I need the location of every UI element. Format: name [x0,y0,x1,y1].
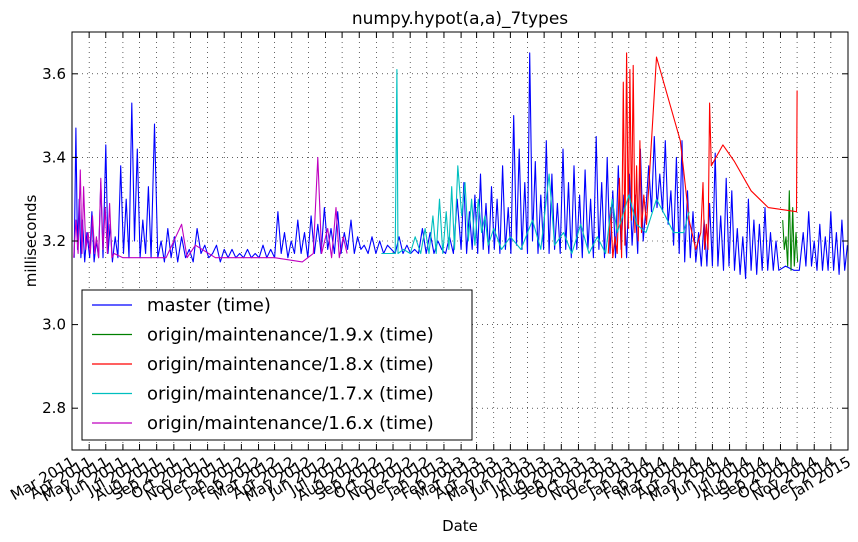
legend-label: origin/maintenance/1.8.x (time) [147,354,434,375]
legend-label: master (time) [147,295,271,316]
series-line-4 [73,156,348,263]
series-line-3 [381,69,690,255]
legend: master (time) origin/maintenance/1.9.x (t… [81,289,473,441]
series-line-2 [607,52,798,259]
series-line-1 [782,190,799,271]
y-tick-label: 3.4 [42,148,66,166]
series-layer [73,52,848,280]
y-tick-label: 2.8 [42,399,66,417]
y-tick-label: 3.6 [42,65,66,83]
chart-title: numpy.hypot(a,a)_7types [352,9,568,29]
legend-label: origin/maintenance/1.6.x (time) [147,413,434,434]
y-tick-label: 3.0 [42,316,66,334]
legend-label: origin/maintenance/1.7.x (time) [147,384,434,405]
y-axis: 2.8 3.0 3.2 3.4 3.6 [42,65,848,417]
y-axis-title: milliseconds [22,195,40,288]
x-axis-title: Date [442,517,478,535]
y-tick-label: 3.2 [42,232,66,250]
series-line-0 [73,52,848,280]
legend-box [81,289,473,441]
legend-label: origin/maintenance/1.9.x (time) [147,325,434,346]
